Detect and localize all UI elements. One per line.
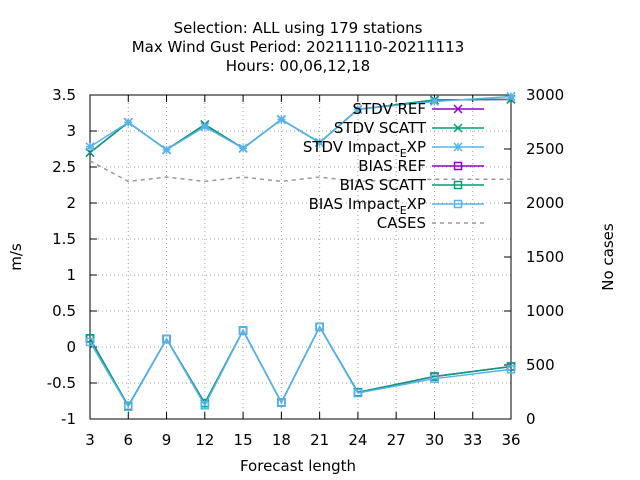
- y-tick-label: 2: [66, 194, 76, 212]
- legend-label: CASES: [377, 214, 426, 232]
- axis-ticks: 3 6 9 12 15 18 21 24 27 30 33 36-1-0.500.511.522.53…: [47, 86, 564, 449]
- y2-tick-label: 1500: [526, 248, 564, 266]
- y-tick-label: 0.5: [52, 302, 76, 320]
- legend-label-subscript: E: [400, 147, 407, 160]
- y2-tick-label: 2500: [526, 140, 564, 158]
- data-point: [430, 374, 439, 383]
- legend-label-text: STDV Impact: [303, 138, 400, 156]
- chart-title-line: Selection: ALL using 179 stations: [174, 19, 423, 37]
- series-line: [89, 325, 512, 409]
- data-point: [453, 180, 463, 190]
- legend-label: BIAS REF: [358, 157, 426, 175]
- legend-label-tail: XP: [407, 138, 426, 156]
- x-tick-label: 9: [162, 431, 172, 449]
- legend-label-tail: XP: [407, 195, 426, 213]
- data-point: [453, 123, 463, 133]
- data-point: [453, 199, 463, 209]
- series-line: [89, 160, 511, 183]
- plot-frame: [89, 94, 512, 420]
- x-tick-label: 30: [425, 431, 444, 449]
- legend-label-text: STDV SCATT: [334, 119, 427, 137]
- data-point: [200, 401, 210, 410]
- series-line: [89, 95, 512, 151]
- x-tick-label: 24: [348, 431, 367, 449]
- data-point: [353, 388, 363, 398]
- y2-tick-label: 3000: [526, 86, 564, 104]
- series-bias-impact-e-xp: [85, 322, 516, 412]
- legend-label-text: BIAS REF: [358, 157, 426, 175]
- data-point: [506, 365, 516, 374]
- y-tick-label: 0: [66, 338, 76, 356]
- series-line: [89, 325, 512, 408]
- legend-label: STDV SCATT: [334, 119, 427, 137]
- x-tick-label: 27: [387, 431, 406, 449]
- data-point: [315, 322, 324, 332]
- y-tick-label: -1: [61, 410, 76, 428]
- legend-label-text: CASES: [377, 214, 426, 232]
- data-point: [277, 398, 286, 407]
- x-tick-label: 15: [234, 431, 253, 449]
- y-tick-label: 1: [66, 266, 76, 284]
- x-tick-label: 6: [123, 431, 133, 449]
- y2-tick-label: 500: [526, 356, 555, 374]
- data-point: [162, 334, 171, 344]
- series-line: [89, 325, 512, 408]
- series-line: [89, 98, 512, 154]
- y2-tick-label: 1000: [526, 302, 564, 320]
- data-point: [453, 104, 463, 114]
- x-tick-label: 36: [501, 431, 520, 449]
- x-tick-label: 33: [463, 431, 482, 449]
- y-tick-label: 1.5: [52, 230, 76, 248]
- series-stdv-impact-e-xp: [85, 91, 516, 155]
- legend-label: BIAS SCATT: [340, 176, 427, 194]
- legend-label: STDV REF: [352, 100, 426, 118]
- legend-label-subscript: E: [400, 204, 407, 217]
- data-point: [238, 326, 248, 335]
- data-point: [124, 402, 133, 412]
- y2-tick-label: 0: [526, 410, 536, 428]
- y2-axis-label: No cases: [599, 223, 617, 291]
- series-line: [89, 98, 512, 154]
- series: [85, 91, 516, 412]
- legend-label: BIAS ImpactEXP: [309, 195, 426, 217]
- grid: [90, 95, 511, 419]
- x-tick-label: 12: [195, 431, 214, 449]
- y-tick-label: 3: [66, 122, 76, 140]
- y-axis-label: m/s: [7, 243, 25, 271]
- series-cases: [89, 160, 511, 183]
- legend-label: STDV ImpactEXP: [303, 138, 426, 160]
- y2-tick-label: 2000: [526, 194, 564, 212]
- legend-label-text: BIAS SCATT: [340, 176, 427, 194]
- x-tick-label: 18: [272, 431, 291, 449]
- x-axis-label: Forecast length: [240, 457, 356, 475]
- x-tick-label: 3: [85, 431, 95, 449]
- legend-label-text: BIAS Impact: [309, 195, 400, 213]
- y-tick-label: 3.5: [52, 86, 76, 104]
- data-point: [85, 337, 95, 347]
- chart-title-line: Hours: 00,06,12,18: [226, 57, 370, 75]
- y-tick-label: 2.5: [52, 158, 76, 176]
- x-tick-label: 21: [310, 431, 329, 449]
- y-tick-label: -0.5: [47, 374, 76, 392]
- legend-label-text: STDV REF: [352, 100, 426, 118]
- data-point: [453, 161, 463, 171]
- chart-title-line: Max Wind Gust Period: 20211110-20211113: [132, 38, 465, 56]
